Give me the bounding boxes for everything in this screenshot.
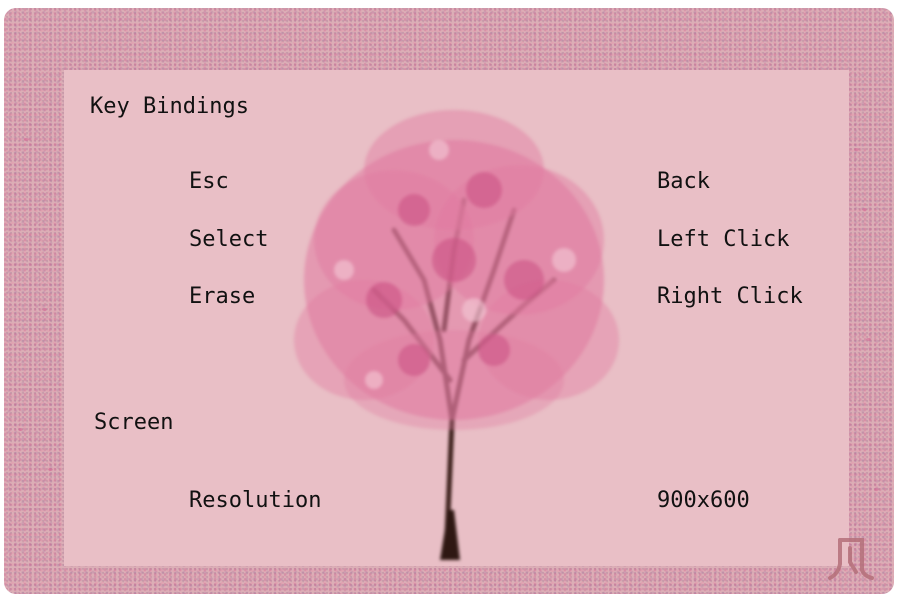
petal-decoration: [18, 428, 23, 431]
petal-decoration: [866, 338, 871, 341]
key-bindings-heading: Key Bindings: [90, 94, 249, 119]
binding-action-select: Select: [189, 227, 269, 252]
resolution-value[interactable]: 900x600: [657, 488, 750, 513]
petal-decoration: [862, 208, 867, 211]
screen-heading: Screen: [94, 410, 174, 435]
binding-value-right-click[interactable]: Right Click: [657, 284, 803, 309]
binding-value-back[interactable]: Back: [657, 169, 710, 194]
resolution-label: Resolution: [189, 488, 322, 513]
petal-decoration: [48, 468, 53, 471]
binding-action-erase: Erase: [189, 284, 256, 309]
petal-decoration: [24, 138, 29, 141]
studio-logo-icon: [828, 538, 874, 580]
binding-value-left-click[interactable]: Left Click: [657, 227, 790, 252]
petal-decoration: [854, 148, 859, 151]
binding-action-esc: Esc: [189, 169, 229, 194]
cherry-blossom-tree-image: [294, 110, 619, 560]
petal-decoration: [42, 308, 47, 311]
settings-panel: [64, 70, 849, 566]
petal-decoration: [874, 488, 879, 491]
